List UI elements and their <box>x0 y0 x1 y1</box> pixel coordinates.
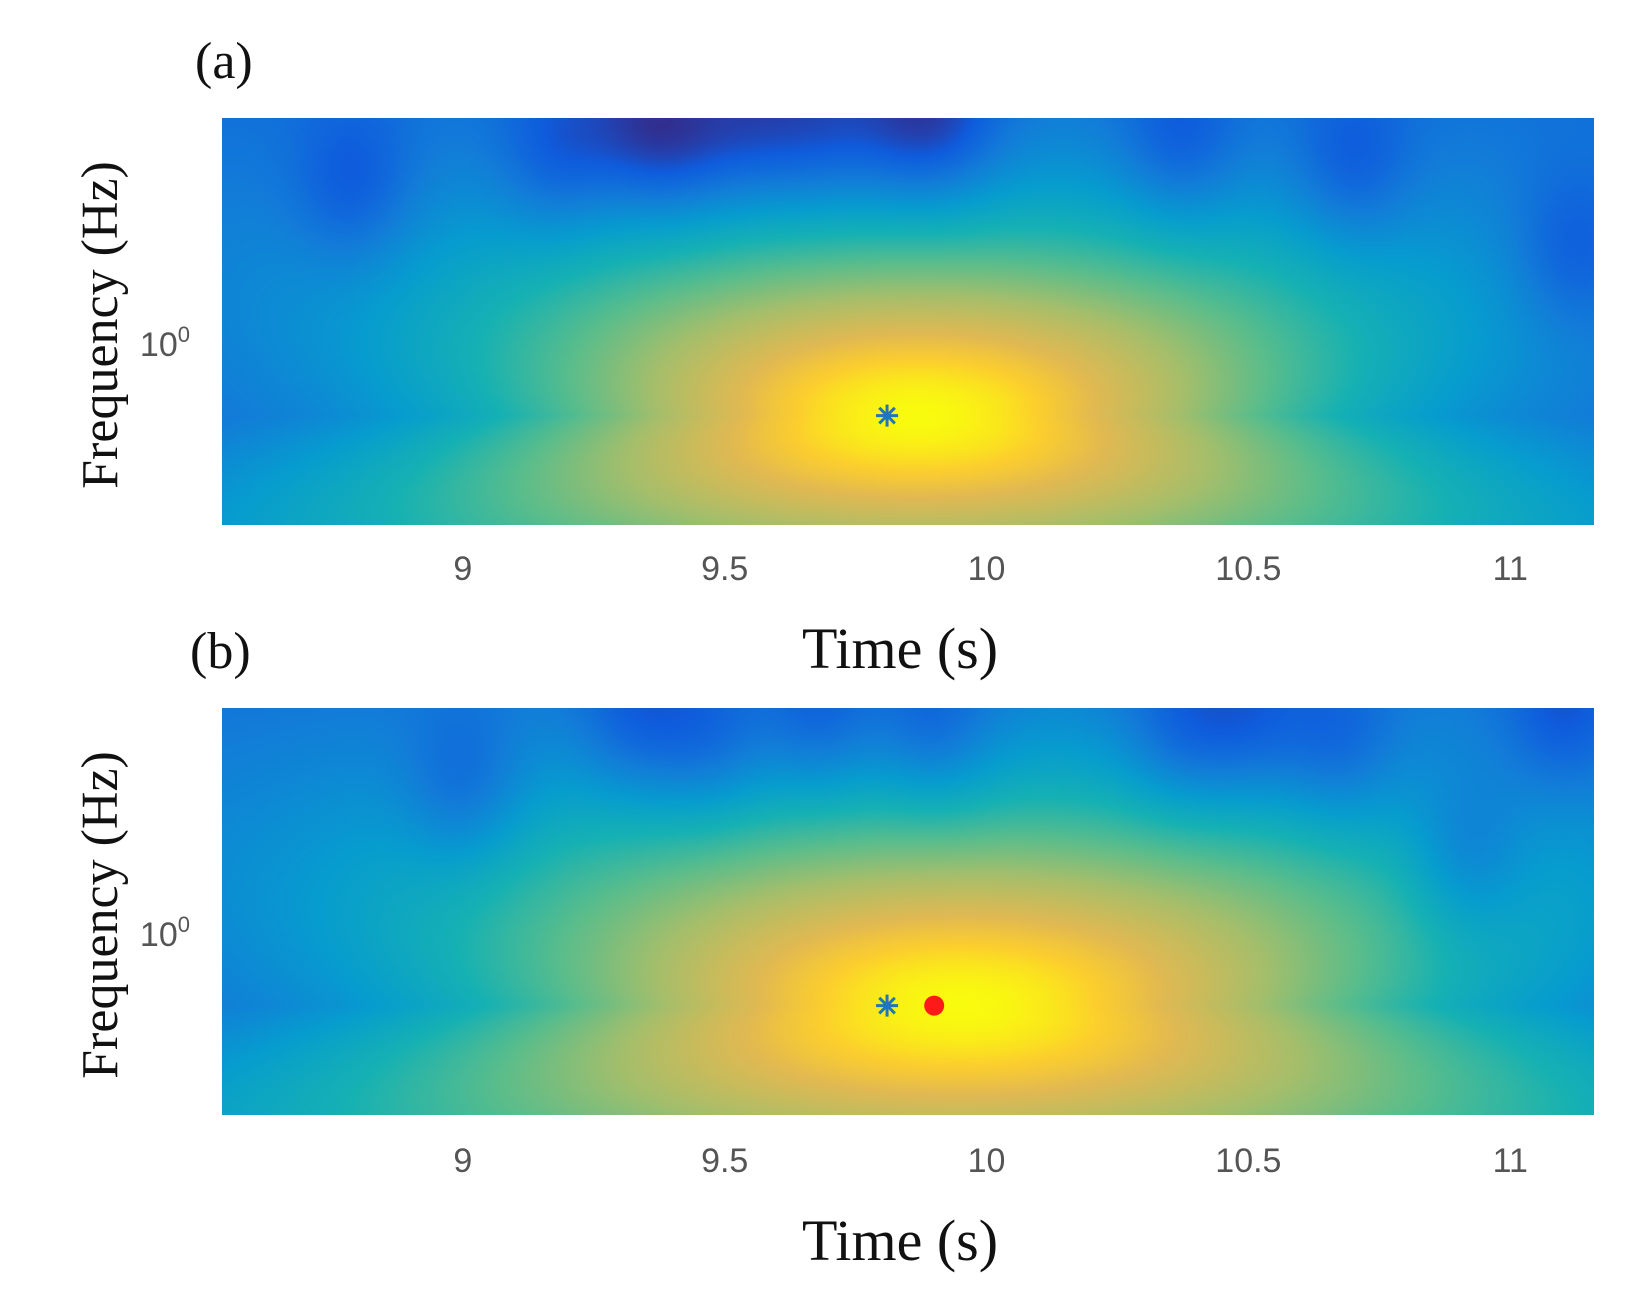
blue-asterisk-marker <box>876 404 899 427</box>
x-tick-labels: 9 9.5 10 10.5 11 <box>453 550 1527 588</box>
x-tick-label: 9 <box>453 1142 472 1180</box>
x-tick-label: 11 <box>1493 1142 1528 1180</box>
markers <box>876 994 945 1017</box>
x-tick-label: 10.5 <box>1215 550 1281 588</box>
x-tick-label: 10 <box>968 550 1006 588</box>
y-tick-label: 100 <box>140 912 190 954</box>
x-axis-label: Time (s) <box>802 1208 998 1273</box>
red-dot-marker <box>924 995 945 1016</box>
x-tick-label: 10 <box>968 1142 1006 1180</box>
markers <box>876 404 899 427</box>
panel-b: (b) Frequency (Hz) 9 9.5 10 10.5 11 100 Time… <box>72 623 1594 1273</box>
x-tick-label: 10.5 <box>1215 1142 1281 1180</box>
x-tick-label: 9 <box>453 550 472 588</box>
heatmap-image <box>222 708 1594 1115</box>
y-axis-label: Frequency (Hz) <box>72 751 129 1079</box>
blue-asterisk-marker <box>876 994 899 1017</box>
panel-label: (b) <box>190 623 251 680</box>
x-tick-labels: 9 9.5 10 10.5 11 <box>453 1142 1527 1180</box>
y-axis-label: Frequency (Hz) <box>72 161 129 489</box>
x-axis-label: Time (s) <box>802 616 998 681</box>
panel-a: (a) Frequency (Hz) 9 9.5 10 10.5 11 100 Time… <box>72 33 1594 681</box>
x-tick-label: 9.5 <box>701 1142 748 1180</box>
panel-label: (a) <box>195 33 253 90</box>
heatmap-image <box>222 118 1594 525</box>
x-tick-label: 11 <box>1493 550 1528 588</box>
x-tick-label: 9.5 <box>701 550 748 588</box>
y-tick-label: 100 <box>140 322 190 364</box>
